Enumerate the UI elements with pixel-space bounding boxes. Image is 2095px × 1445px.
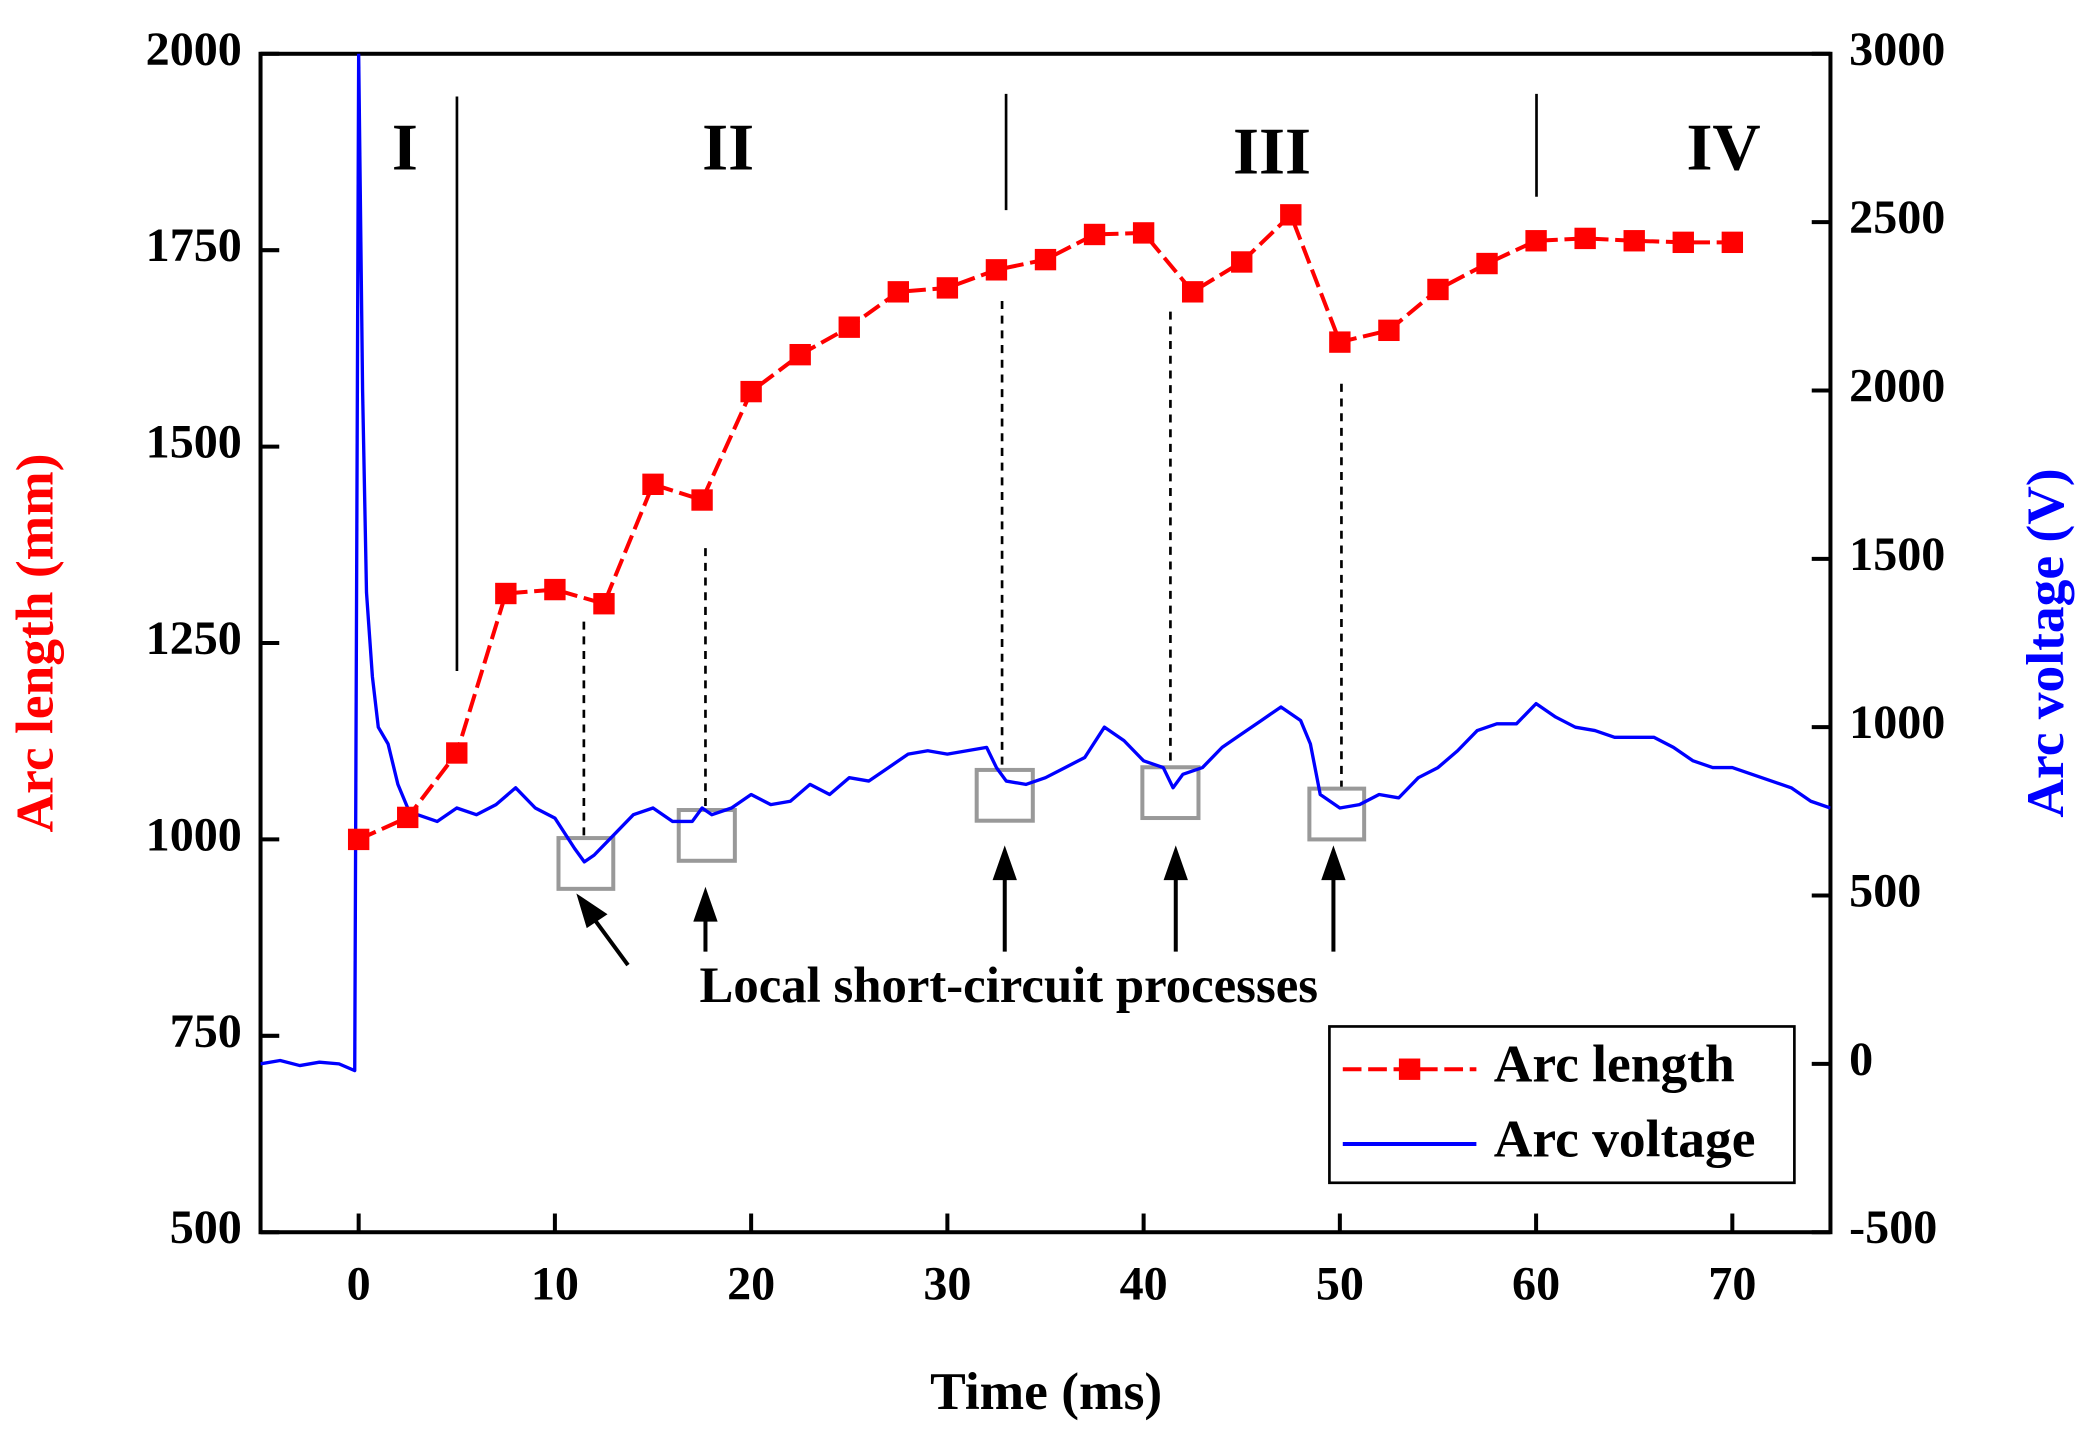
highlight-box bbox=[1307, 786, 1367, 842]
region-label: III bbox=[1233, 114, 1311, 188]
data-point bbox=[1231, 251, 1253, 273]
y2-tick-label: -500 bbox=[1849, 1201, 1937, 1254]
legend bbox=[1328, 1025, 1796, 1185]
data-point bbox=[1476, 252, 1498, 275]
y2-tick-label: 500 bbox=[1849, 865, 1921, 918]
arrows bbox=[576, 845, 1346, 967]
y2-tick-label: 0 bbox=[1849, 1033, 1873, 1086]
data-point bbox=[544, 578, 566, 601]
phase-lines bbox=[455, 93, 1538, 672]
region-label: II bbox=[702, 110, 754, 184]
data-point bbox=[1574, 227, 1596, 250]
data-point bbox=[1280, 204, 1302, 226]
data-point bbox=[985, 259, 1008, 281]
data-point bbox=[593, 593, 615, 615]
y-tick-label: 750 bbox=[170, 1005, 242, 1058]
data-point bbox=[936, 277, 959, 299]
data-point bbox=[838, 316, 860, 338]
arrow-head bbox=[1163, 845, 1188, 881]
y2-tick-label: 2500 bbox=[1849, 191, 1945, 244]
data-point bbox=[789, 343, 811, 366]
data-point bbox=[1525, 230, 1547, 252]
highlight-box bbox=[556, 836, 616, 891]
legend-label: Arc length bbox=[1494, 1033, 1735, 1093]
data-point bbox=[1378, 319, 1400, 342]
data-point bbox=[1132, 222, 1155, 244]
x-axis-title: Time (ms) bbox=[930, 1361, 1162, 1421]
data-point bbox=[691, 489, 713, 511]
y-tick-label: 2000 bbox=[146, 23, 242, 76]
data-point bbox=[397, 806, 419, 829]
arrow-head bbox=[576, 893, 608, 929]
data-point bbox=[1427, 278, 1449, 301]
y2-tick-label: 1000 bbox=[1849, 696, 1945, 749]
data-point bbox=[887, 281, 910, 303]
data-point bbox=[642, 473, 664, 495]
y-tick-label: 1500 bbox=[146, 416, 242, 469]
data-point bbox=[1672, 231, 1694, 254]
y2-tick-label: 2000 bbox=[1849, 360, 1945, 413]
series-line bbox=[260, 53, 1831, 1073]
data-point bbox=[1034, 248, 1057, 271]
data-point bbox=[1623, 230, 1645, 252]
x-tick-label: 50 bbox=[1316, 1257, 1364, 1310]
y-tick-label: 1000 bbox=[146, 808, 242, 861]
guide-lines bbox=[582, 300, 1343, 836]
annotation: Local short-circuit processes bbox=[700, 957, 1318, 1013]
y2-tick-label: 1500 bbox=[1849, 528, 1945, 581]
data-point bbox=[1083, 223, 1106, 246]
highlight-box bbox=[1140, 765, 1201, 821]
arrow-head bbox=[693, 886, 718, 922]
highlight-boxes bbox=[556, 765, 1367, 891]
data-point bbox=[1329, 331, 1351, 353]
data-point bbox=[495, 582, 517, 605]
region-label: IV bbox=[1686, 110, 1760, 184]
y-tick-label: 1750 bbox=[146, 219, 242, 272]
y2-tick-label: 3000 bbox=[1849, 23, 1945, 76]
plot-area bbox=[260, 53, 1831, 1073]
data-point bbox=[1721, 231, 1744, 254]
x-tick-label: 30 bbox=[923, 1257, 971, 1310]
highlight-box bbox=[676, 808, 737, 863]
data-point bbox=[740, 380, 762, 403]
y2-axis-title: Arc voltage (V) bbox=[2015, 468, 2075, 817]
y-tick-label: 500 bbox=[170, 1201, 242, 1254]
x-tick-label: 20 bbox=[727, 1257, 775, 1310]
series-line bbox=[357, 212, 1733, 842]
legend-marker bbox=[1398, 1058, 1421, 1080]
arrow-head bbox=[992, 845, 1017, 881]
x-tick-label: 0 bbox=[347, 1257, 371, 1310]
x-tick-label: 40 bbox=[1120, 1257, 1168, 1310]
x-tick-label: 10 bbox=[531, 1257, 579, 1310]
legend-label: Arc voltage bbox=[1494, 1108, 1756, 1168]
x-tick-label: 60 bbox=[1512, 1257, 1560, 1310]
region-label: I bbox=[392, 110, 418, 184]
data-point bbox=[446, 742, 468, 764]
data-point bbox=[347, 828, 370, 851]
x-tick-label: 70 bbox=[1708, 1257, 1756, 1310]
highlight-box bbox=[974, 767, 1035, 823]
arrow bbox=[588, 913, 630, 967]
arrow-head bbox=[1321, 845, 1346, 881]
y-tick-label: 1250 bbox=[146, 612, 242, 665]
y-axis-title: Arc length (mm) bbox=[4, 454, 64, 833]
data-point bbox=[1181, 281, 1204, 303]
